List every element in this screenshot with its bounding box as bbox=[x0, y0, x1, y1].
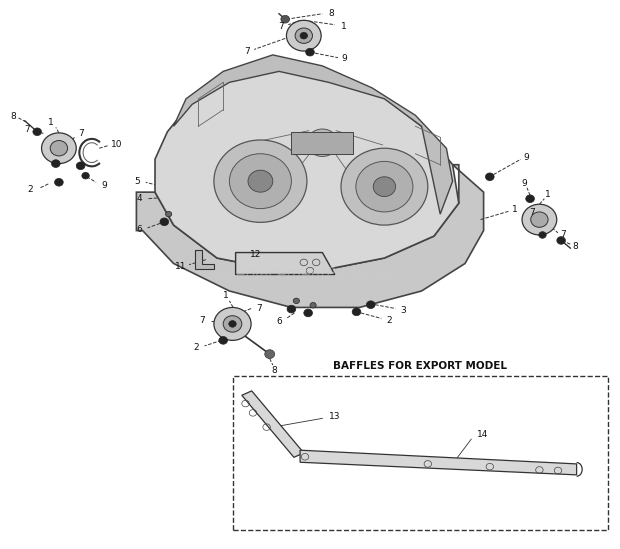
Text: 1: 1 bbox=[512, 205, 518, 214]
Circle shape bbox=[82, 172, 89, 179]
Circle shape bbox=[293, 298, 299, 304]
Text: 7: 7 bbox=[24, 125, 30, 134]
Circle shape bbox=[366, 301, 375, 309]
Circle shape bbox=[214, 307, 251, 340]
Circle shape bbox=[315, 136, 330, 149]
Text: 13: 13 bbox=[329, 412, 340, 421]
Circle shape bbox=[219, 337, 228, 344]
Text: 7: 7 bbox=[244, 47, 250, 55]
Polygon shape bbox=[300, 450, 577, 475]
Circle shape bbox=[539, 232, 546, 238]
Polygon shape bbox=[291, 132, 353, 154]
Circle shape bbox=[373, 177, 396, 197]
Circle shape bbox=[531, 212, 548, 227]
Text: 12: 12 bbox=[250, 250, 262, 259]
Circle shape bbox=[229, 154, 291, 209]
Text: 7: 7 bbox=[78, 130, 84, 138]
Polygon shape bbox=[242, 391, 304, 457]
Polygon shape bbox=[155, 60, 459, 269]
Text: 7: 7 bbox=[256, 304, 262, 313]
Circle shape bbox=[352, 308, 361, 316]
Text: eReplacementParts.com: eReplacementParts.com bbox=[216, 267, 404, 282]
Text: 4: 4 bbox=[136, 194, 142, 203]
Circle shape bbox=[33, 128, 41, 135]
Circle shape bbox=[295, 28, 312, 43]
Text: 8: 8 bbox=[271, 366, 277, 375]
Text: 8: 8 bbox=[329, 9, 335, 18]
Circle shape bbox=[50, 141, 68, 156]
Circle shape bbox=[341, 148, 428, 225]
Circle shape bbox=[160, 218, 169, 226]
Text: 6: 6 bbox=[276, 317, 282, 326]
Circle shape bbox=[33, 128, 42, 136]
Text: 8: 8 bbox=[572, 242, 578, 251]
Circle shape bbox=[248, 170, 273, 192]
Polygon shape bbox=[195, 250, 214, 269]
Circle shape bbox=[286, 20, 321, 51]
Text: 2: 2 bbox=[193, 343, 199, 352]
Text: 2: 2 bbox=[386, 316, 392, 325]
Circle shape bbox=[307, 129, 338, 156]
Circle shape bbox=[304, 309, 312, 317]
Text: 1: 1 bbox=[341, 22, 347, 31]
Text: 2: 2 bbox=[27, 185, 33, 194]
Circle shape bbox=[485, 173, 494, 181]
Circle shape bbox=[76, 162, 85, 170]
Text: 14: 14 bbox=[477, 430, 488, 439]
Text: 6: 6 bbox=[136, 225, 143, 234]
Text: BAFFLES FOR EXPORT MODEL: BAFFLES FOR EXPORT MODEL bbox=[333, 361, 507, 371]
Circle shape bbox=[55, 178, 63, 186]
Text: 1: 1 bbox=[48, 119, 54, 127]
Text: 7: 7 bbox=[529, 208, 535, 217]
Circle shape bbox=[306, 48, 314, 56]
Polygon shape bbox=[174, 55, 453, 214]
Text: 7: 7 bbox=[278, 22, 284, 31]
Polygon shape bbox=[136, 165, 484, 307]
Circle shape bbox=[223, 316, 242, 332]
Text: 5: 5 bbox=[135, 177, 141, 186]
Circle shape bbox=[287, 305, 296, 313]
FancyBboxPatch shape bbox=[232, 376, 608, 530]
Text: 7: 7 bbox=[199, 316, 205, 325]
Text: 8: 8 bbox=[11, 113, 17, 121]
Circle shape bbox=[265, 350, 275, 358]
Text: 9: 9 bbox=[342, 54, 348, 63]
Text: 3: 3 bbox=[400, 306, 406, 315]
Circle shape bbox=[557, 237, 565, 244]
Circle shape bbox=[557, 237, 565, 244]
Circle shape bbox=[281, 15, 290, 23]
Text: 7: 7 bbox=[560, 231, 566, 239]
Circle shape bbox=[42, 133, 76, 164]
Circle shape bbox=[300, 32, 308, 39]
Text: 9: 9 bbox=[101, 181, 107, 190]
Text: 11: 11 bbox=[175, 262, 187, 271]
Circle shape bbox=[310, 302, 316, 308]
Circle shape bbox=[166, 211, 172, 217]
Text: 9: 9 bbox=[521, 179, 528, 188]
Circle shape bbox=[522, 204, 557, 235]
Circle shape bbox=[356, 161, 413, 212]
Text: 1: 1 bbox=[545, 191, 551, 199]
Polygon shape bbox=[236, 253, 335, 274]
Text: 9: 9 bbox=[523, 153, 529, 161]
Text: 1: 1 bbox=[223, 291, 229, 300]
Circle shape bbox=[229, 321, 236, 327]
Text: 10: 10 bbox=[111, 140, 122, 149]
Circle shape bbox=[526, 195, 534, 203]
Circle shape bbox=[51, 160, 60, 167]
Circle shape bbox=[214, 140, 307, 222]
